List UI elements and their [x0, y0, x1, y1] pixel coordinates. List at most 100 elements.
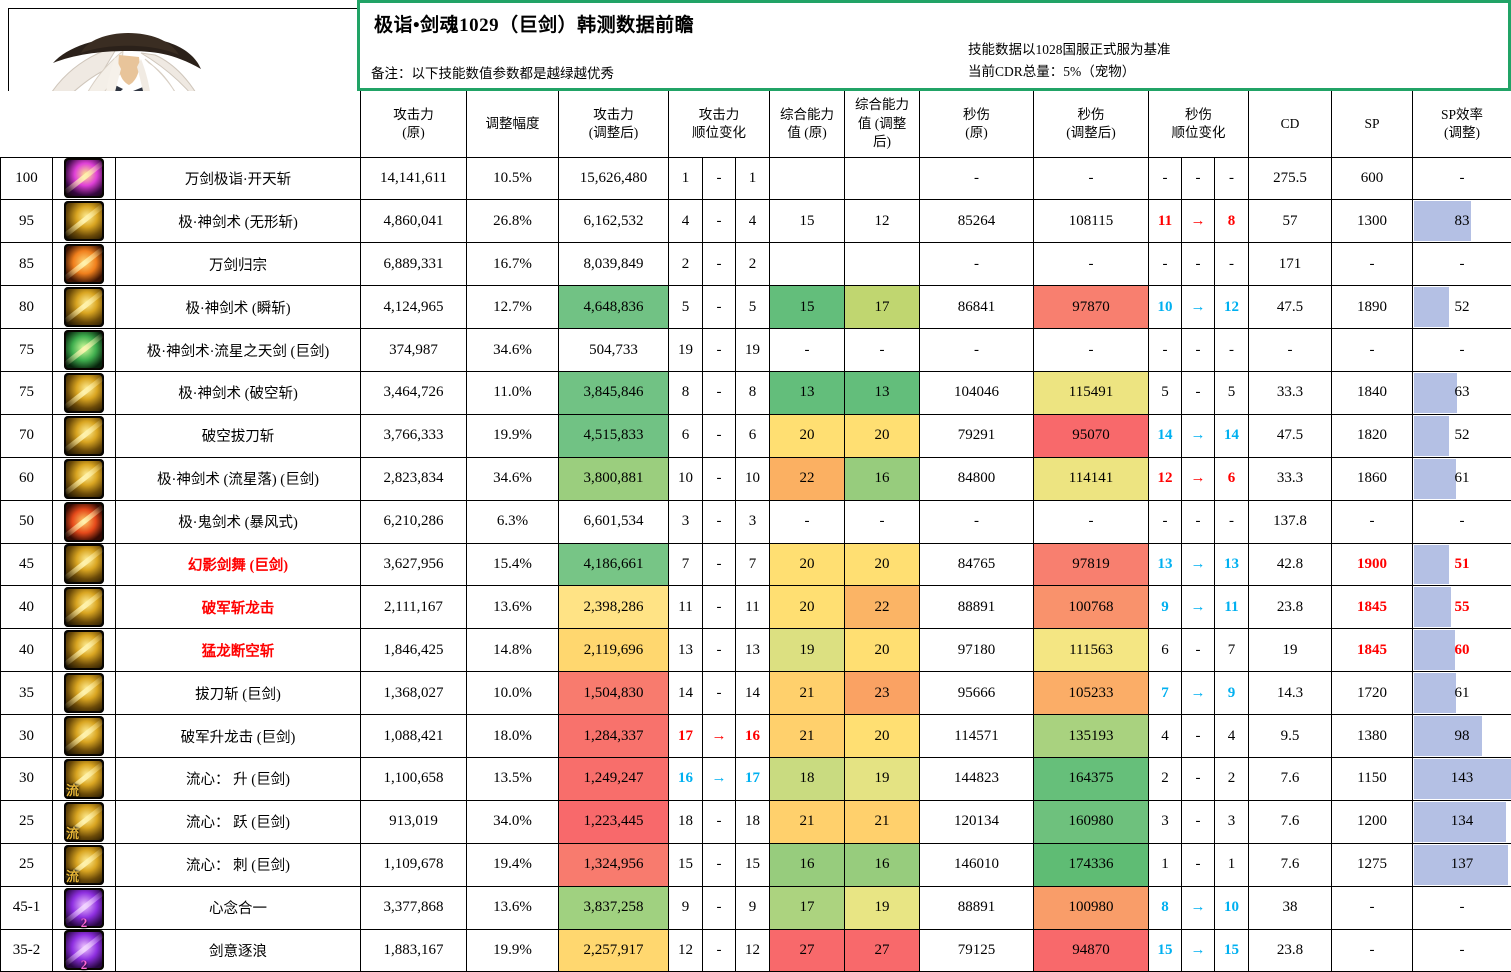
cell-dps-rank-after: 9 [1214, 671, 1250, 716]
cell-composite-adjusted: - [844, 499, 921, 544]
cell-dps-original: 79125 [919, 928, 1035, 972]
cell-composite-adjusted [844, 156, 921, 201]
cell-attack-rank-before: 15 [668, 842, 703, 887]
cell-dps-adjusted: 95070 [1033, 413, 1150, 458]
cell-adjust-percent: 19.9% [466, 928, 559, 972]
cell-attack-original: 4,124,965 [360, 285, 467, 330]
cell-attack-original: 4,860,041 [360, 199, 467, 244]
cell-attack-rank-after: 11 [734, 585, 771, 630]
cell-attack-rank-arrow: - [702, 499, 736, 544]
cell-sp-efficiency: 134 [1412, 799, 1511, 844]
cell-attack-rank-arrow: - [702, 799, 736, 844]
cell-dps-original: - [919, 499, 1035, 544]
cell-composite-adjusted [844, 242, 921, 287]
sp-efficiency-value: 143 [1450, 770, 1474, 787]
cell-composite-original: 27 [769, 928, 846, 972]
cell-dps-adjusted: 174336 [1033, 842, 1150, 887]
cell-sp-efficiency: 143 [1412, 756, 1511, 801]
cell-sp-efficiency: 61 [1412, 456, 1511, 501]
cell-skill-icon [52, 285, 116, 330]
cell-attack-original: 1,109,678 [360, 842, 467, 887]
cell-skill-name: 极·神剑术 (流星落) (巨剑) [115, 456, 361, 501]
cell-cd: 23.8 [1248, 585, 1333, 630]
cell-cd: 38 [1248, 885, 1333, 930]
cell-skill-level: 35-2 [0, 928, 53, 972]
cell-attack-rank-arrow: - [702, 328, 736, 372]
cell-attack-rank-after: 13 [734, 628, 771, 673]
cell-skill-level: 45 [0, 542, 53, 587]
note-baseline-line: 技能数据以1028国服正式服为基准 [968, 42, 1171, 57]
cell-sp: - [1331, 499, 1414, 544]
cell-skill-level: 70 [0, 413, 53, 458]
cell-dps-rank-arrow: - [1181, 499, 1216, 544]
column-header: 秒伤 (原) [919, 91, 1035, 158]
sheet-title: 极诣•剑魂1029（巨剑）韩测数据前瞻 [374, 15, 695, 36]
cell-composite-original: 21 [769, 714, 846, 758]
cell-cd: 23.8 [1248, 928, 1333, 972]
cell-attack-rank-after: 7 [734, 542, 771, 587]
sp-efficiency-bar [1414, 630, 1456, 671]
cell-composite-original: 13 [769, 370, 846, 415]
skill-row: 75 极·神剑术 (破空斩) 3,464,726 11.0% 3,845,846 8-8 1… [0, 370, 1511, 415]
cell-skill-icon [52, 542, 116, 587]
skill-row: 85 万剑归宗 6,889,331 16.7% 8,039,849 2-2- - - - -171… [0, 242, 1511, 287]
cell-attack-rank-after: 12 [734, 928, 771, 972]
cell-dps-rank-before: 8 [1148, 885, 1183, 930]
skill-row: 25 流流心： 跃 (巨剑) 913,019 34.0% 1,223,445 18-18 2… [0, 799, 1511, 844]
column-header: 攻击力 顺位变化 [667, 91, 771, 158]
cell-attack-rank-after: 3 [734, 499, 771, 544]
cell-dps-rank-before: 1 [1148, 842, 1183, 887]
cell-sp: 1275 [1331, 842, 1414, 887]
cell-adjust-percent: 34.6% [466, 328, 559, 372]
cell-dps-rank-arrow: - [1181, 628, 1216, 673]
cell-attack-rank-before: 17 [668, 714, 703, 758]
skill-icon [64, 630, 104, 671]
sp-efficiency-value: 61 [1454, 470, 1470, 487]
cell-dps-adjusted: - [1033, 328, 1150, 372]
cell-attack-rank-arrow: - [702, 285, 736, 330]
cell-cd: 19 [1248, 628, 1333, 673]
cell-dps-rank-after: 7 [1214, 628, 1250, 673]
note-baseline-block: 技能数据以1028国服正式服为基准 当前CDR总量：5%（宠物） [968, 39, 1171, 84]
cell-attack-rank-before: 5 [668, 285, 703, 330]
cell-skill-icon: 2 [52, 928, 116, 972]
cell-skill-icon: 流 [52, 799, 116, 844]
cell-dps-adjusted: 100768 [1033, 585, 1150, 630]
sp-efficiency-value: 137 [1450, 856, 1474, 873]
cell-skill-name: 拔刀斩 (巨剑) [115, 671, 361, 716]
cell-composite-adjusted: 20 [844, 413, 921, 458]
cell-composite-original: 15 [769, 199, 846, 244]
cell-dps-rank-arrow: - [1181, 242, 1216, 287]
cell-attack-rank-after: 15 [734, 842, 771, 887]
cell-adjust-percent: 10.0% [466, 671, 559, 716]
cell-sp-efficiency: - [1412, 242, 1511, 287]
cell-sp-efficiency: 63 [1412, 370, 1511, 415]
skill-icon-badge: 2 [80, 914, 88, 930]
cell-attack-rank-before: 16 [668, 756, 703, 801]
cell-sp: 1300 [1331, 199, 1414, 244]
cell-composite-adjusted: 20 [844, 628, 921, 673]
cell-composite-adjusted: 23 [844, 671, 921, 716]
skill-icon [64, 501, 104, 542]
cell-composite-original: 21 [769, 799, 846, 844]
cell-composite-original: 20 [769, 585, 846, 630]
cell-skill-name: 破军斩龙击 [115, 585, 361, 630]
cell-composite-original: 18 [769, 756, 846, 801]
cell-sp: 600 [1331, 156, 1414, 201]
cell-dps-rank-before: 10 [1148, 285, 1183, 330]
cell-cd: 47.5 [1248, 413, 1333, 458]
cell-skill-name: 剑意逐浪 [115, 928, 361, 972]
cell-adjust-percent: 12.7% [466, 285, 559, 330]
cell-adjust-percent: 19.9% [466, 413, 559, 458]
cell-attack-rank-after: 10 [734, 456, 771, 501]
cell-attack-adjusted: 4,648,836 [558, 285, 669, 330]
cell-sp: 1820 [1331, 413, 1414, 458]
cell-attack-rank-after: 6 [734, 413, 771, 458]
cell-attack-rank-before: 6 [668, 413, 703, 458]
skill-icon [64, 415, 104, 456]
cell-skill-level: 25 [0, 842, 53, 887]
cell-dps-rank-after: 5 [1214, 370, 1250, 415]
cell-attack-adjusted: 2,257,917 [558, 928, 669, 972]
header-spacer-name [115, 91, 361, 157]
cell-dps-rank-after: - [1214, 499, 1250, 544]
